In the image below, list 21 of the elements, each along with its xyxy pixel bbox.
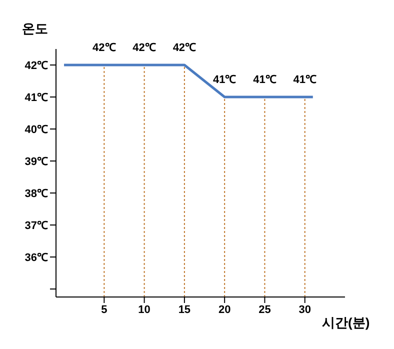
y-tick-label: 41℃ — [24, 92, 48, 104]
y-tick-label: 39℃ — [24, 156, 48, 168]
data-label: 42℃ — [92, 42, 116, 54]
x-tick-label: 25 — [258, 304, 271, 316]
y-tick-label: 37℃ — [24, 220, 48, 232]
x-tick-label: 10 — [138, 304, 150, 316]
x-tick-label: 20 — [218, 304, 231, 316]
data-label: 42℃ — [132, 42, 156, 54]
x-axis-title: 시간(분) — [322, 314, 370, 332]
y-tick-label: 40℃ — [24, 124, 48, 136]
x-tick-label: 30 — [298, 304, 311, 316]
data-label: 41℃ — [293, 74, 316, 86]
y-tick-label: 38℃ — [24, 188, 48, 200]
y-tick-label: 42℃ — [24, 60, 48, 72]
y-axis-title: 온도 — [22, 20, 48, 38]
data-label: 41℃ — [253, 74, 276, 86]
y-tick-label: 36℃ — [24, 252, 48, 264]
x-tick-label: 5 — [101, 304, 108, 316]
data-label: 42℃ — [172, 42, 196, 54]
data-label: 41℃ — [212, 74, 236, 86]
x-tick-label: 15 — [178, 304, 191, 316]
